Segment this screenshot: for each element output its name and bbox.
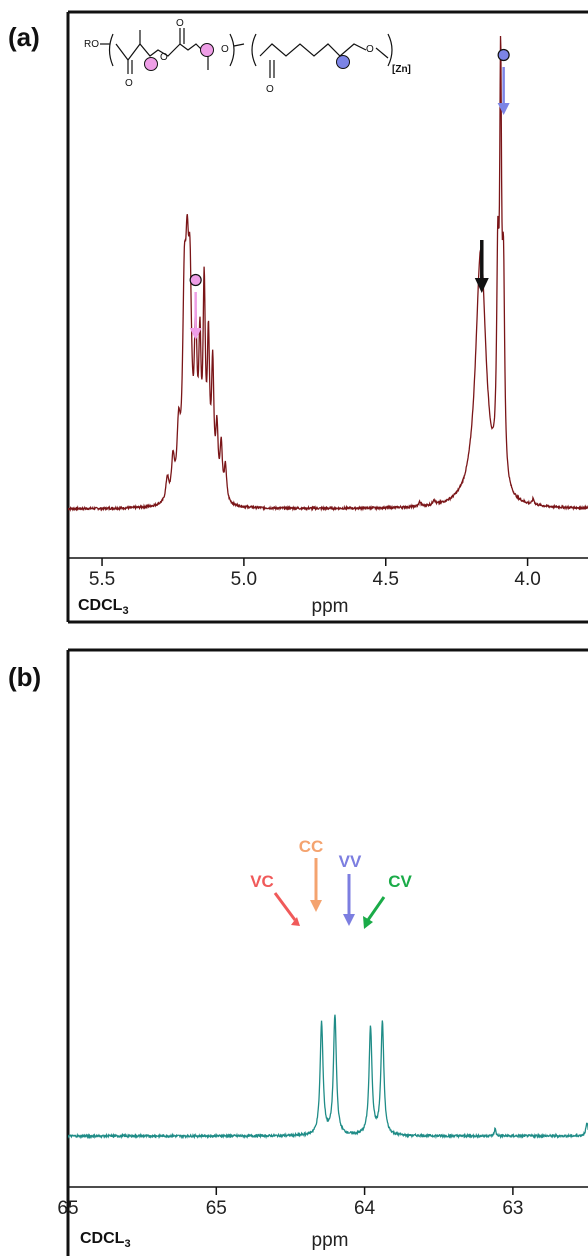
tick-label: 5.5 <box>89 569 115 590</box>
panel-a-tick-labels: 5.5 5.0 4.5 4.0 <box>89 569 541 590</box>
arrow-cv-icon <box>366 896 386 921</box>
panel-b: (b) 65 65 64 63 ppm CDCL3 VC CC VV CV <box>8 648 588 1256</box>
chem-zn-label: [Zn] <box>392 64 411 75</box>
tick-label: 5.0 <box>231 569 257 590</box>
panel-b-x-axis-label: ppm <box>312 1230 349 1251</box>
chemical-structure: RO O O O O O O [Zn] <box>84 18 411 95</box>
tick-label: 65 <box>206 1198 227 1219</box>
tick-label: 4.0 <box>514 569 540 590</box>
panel-b-ticks <box>67 1187 514 1195</box>
pink-marker-icon <box>144 57 158 71</box>
arrowhead-cv-icon <box>363 916 373 929</box>
panel-b-spectrum-line <box>68 1014 588 1140</box>
blue-arrowhead-icon <box>497 103 510 115</box>
tick-label: 63 <box>502 1198 523 1219</box>
panel-b-annotations: VC CC VV CV <box>250 837 412 929</box>
panel-a-annotations <box>189 48 510 340</box>
pink-marker-icon <box>189 273 202 287</box>
peak-label-cc: CC <box>299 837 324 856</box>
black-arrowhead-icon <box>474 278 489 293</box>
svg-text:O: O <box>221 44 229 55</box>
svg-text:O: O <box>125 78 133 89</box>
pink-arrowhead-icon <box>189 328 202 340</box>
peak-label-vc: VC <box>250 872 274 891</box>
tick-label: 4.5 <box>373 569 399 590</box>
svg-text:O: O <box>366 44 374 55</box>
pink-marker-icon <box>200 43 214 57</box>
panel-a-ticks <box>101 558 529 566</box>
arrow-vc-icon <box>273 892 297 921</box>
peak-label-cv: CV <box>388 872 412 891</box>
svg-text:O: O <box>160 52 168 63</box>
panel-a-spectrum-line <box>68 35 588 512</box>
panel-a-label: (a) <box>8 22 40 52</box>
arrowhead-vc-icon <box>291 917 300 926</box>
panel-a-x-axis-label: ppm <box>312 596 349 617</box>
chem-ro-label: RO <box>84 39 99 50</box>
svg-text:O: O <box>266 84 274 95</box>
arrowhead-cc-icon <box>310 900 322 912</box>
panel-a-solvent-label: CDCL3 <box>78 597 129 617</box>
blue-marker-icon <box>497 48 510 62</box>
panel-a: (a) 5.5 5.0 4.5 4.0 ppm CDCL3 RO O O O <box>8 10 588 624</box>
panel-b-solvent-label: CDCL3 <box>80 1230 131 1250</box>
blue-marker-icon <box>336 55 350 69</box>
peak-label-vv: VV <box>339 852 362 871</box>
svg-text:O: O <box>176 18 184 29</box>
tick-label: 65 <box>57 1198 78 1219</box>
panel-b-tick-labels: 65 65 64 63 <box>57 1198 523 1219</box>
tick-label: 64 <box>354 1198 376 1219</box>
panel-b-label: (b) <box>8 662 41 692</box>
arrowhead-vv-icon <box>343 914 355 926</box>
